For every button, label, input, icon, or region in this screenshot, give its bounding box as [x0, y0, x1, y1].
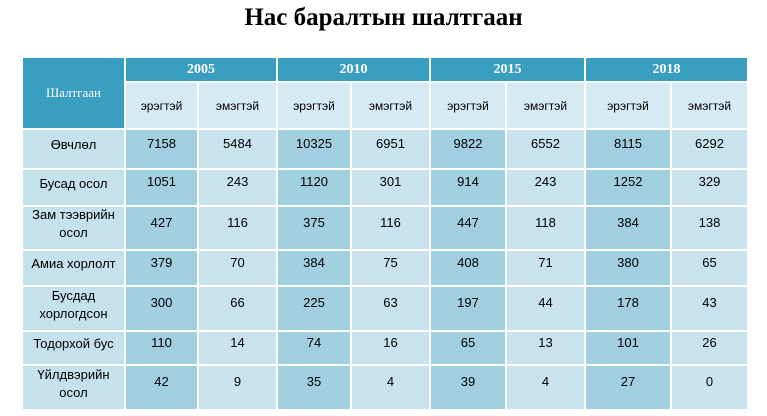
table-cell: 9822 — [429, 128, 507, 170]
table-cell: 138 — [670, 205, 749, 251]
table-cell: 71 — [505, 249, 586, 287]
table-cell: 39 — [429, 364, 507, 411]
table-cell: 13 — [505, 330, 586, 366]
table-cell: 243 — [197, 168, 278, 207]
row-label: Үйлдвэрийн осол — [21, 364, 126, 411]
table-cell: 427 — [124, 205, 199, 251]
female-header: эмэгтэй — [505, 81, 586, 130]
table-cell: 27 — [584, 364, 672, 411]
table-row: Бусдад хорлогдсон 300 66 225 63 197 44 1… — [21, 285, 749, 332]
table-row: Тодорхой бус 110 14 74 16 65 13 101 26 — [21, 330, 749, 366]
table-cell: 6951 — [350, 128, 431, 170]
table-cell: 5484 — [197, 128, 278, 170]
table-cell: 197 — [429, 285, 507, 332]
page-title: Нас баралтын шалтгаан — [244, 4, 523, 31]
table-cell: 375 — [276, 205, 352, 251]
table-cell: 70 — [197, 249, 278, 287]
year-header-2015: 2015 — [429, 56, 586, 83]
table-cell: 116 — [197, 205, 278, 251]
table-cell: 914 — [429, 168, 507, 207]
table-cell: 225 — [276, 285, 352, 332]
table-cell: 384 — [584, 205, 672, 251]
row-label: Зам тээврийн осол — [21, 205, 126, 251]
table-cell: 1252 — [584, 168, 672, 207]
table-cell: 110 — [124, 330, 199, 366]
row-label: Бусад осол — [21, 168, 126, 207]
row-label: Өвчлөл — [21, 128, 126, 170]
year-header-2018: 2018 — [584, 56, 749, 83]
table-cell: 8115 — [584, 128, 672, 170]
table-cell: 300 — [124, 285, 199, 332]
table-row: Зам тээврийн осол 427 116 375 116 447 11… — [21, 205, 749, 251]
female-header: эмэгтэй — [670, 81, 749, 130]
table-cell: 44 — [505, 285, 586, 332]
table-cell: 0 — [670, 364, 749, 411]
table-cell: 66 — [197, 285, 278, 332]
table-cell: 35 — [276, 364, 352, 411]
table-cell: 7158 — [124, 128, 199, 170]
table-row: Бусад осол 1051 243 1120 301 914 243 125… — [21, 168, 749, 207]
table-cell: 243 — [505, 168, 586, 207]
table-cell: 14 — [197, 330, 278, 366]
table-cell: 6292 — [670, 128, 749, 170]
year-header-2010: 2010 — [276, 56, 431, 83]
reason-column-header: Шалтгаан — [21, 56, 126, 130]
year-header-2005: 2005 — [124, 56, 278, 83]
table-cell: 9 — [197, 364, 278, 411]
table-cell: 329 — [670, 168, 749, 207]
table-cell: 379 — [124, 249, 199, 287]
male-header: эрэгтэй — [584, 81, 672, 130]
table-row: Үйлдвэрийн осол 42 9 35 4 39 4 27 0 — [21, 364, 749, 411]
table-cell: 16 — [350, 330, 431, 366]
table-cell: 42 — [124, 364, 199, 411]
male-header: эрэгтэй — [429, 81, 507, 130]
table-row: Өвчлөл 7158 5484 10325 6951 9822 6552 81… — [21, 128, 749, 170]
male-header: эрэгтэй — [124, 81, 199, 130]
table-cell: 6552 — [505, 128, 586, 170]
table-cell: 4 — [350, 364, 431, 411]
row-label: Бусдад хорлогдсон — [21, 285, 126, 332]
table-cell: 65 — [670, 249, 749, 287]
row-label: Тодорхой бус — [21, 330, 126, 366]
row-label: Амиа хорлолт — [21, 249, 126, 287]
table-cell: 4 — [505, 364, 586, 411]
mortality-table: Шалтгаан 2005 2010 2015 2018 эрэгтэй эмэ… — [21, 56, 749, 411]
table-cell: 118 — [505, 205, 586, 251]
table-row: Амиа хорлолт 379 70 384 75 408 71 380 65 — [21, 249, 749, 287]
table-cell: 43 — [670, 285, 749, 332]
table-cell: 447 — [429, 205, 507, 251]
table-cell: 384 — [276, 249, 352, 287]
table-cell: 101 — [584, 330, 672, 366]
table-cell: 301 — [350, 168, 431, 207]
male-header: эрэгтэй — [276, 81, 352, 130]
table-cell: 75 — [350, 249, 431, 287]
table-cell: 380 — [584, 249, 672, 287]
table-cell: 1120 — [276, 168, 352, 207]
table-cell: 26 — [670, 330, 749, 366]
female-header: эмэгтэй — [197, 81, 278, 130]
table-cell: 63 — [350, 285, 431, 332]
table-cell: 178 — [584, 285, 672, 332]
table-cell: 65 — [429, 330, 507, 366]
table-cell: 74 — [276, 330, 352, 366]
table-cell: 116 — [350, 205, 431, 251]
table-cell: 10325 — [276, 128, 352, 170]
table-cell: 1051 — [124, 168, 199, 207]
female-header: эмэгтэй — [350, 81, 431, 130]
table-cell: 408 — [429, 249, 507, 287]
